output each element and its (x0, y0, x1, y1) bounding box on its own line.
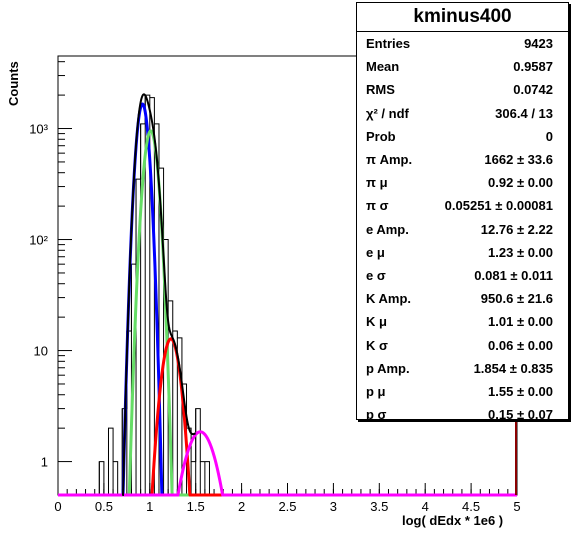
stats-label: Mean (366, 59, 400, 75)
stats-row: p μ 1.55 ± 0.00 (357, 380, 568, 403)
stats-label: e σ (366, 267, 386, 283)
stats-label: K σ (366, 337, 388, 353)
x-tick-label: 4 (422, 499, 429, 514)
histogram-layer (98, 94, 210, 496)
stats-row: Mean 0.9587 (357, 55, 568, 78)
stats-row: K σ 0.06 ± 0.00 (357, 333, 568, 356)
stats-value: 9423 (524, 36, 553, 52)
x-tick-label: 5 (513, 499, 520, 514)
stats-value: 0.15 ± 0.07 (488, 407, 553, 423)
stats-label: χ² / ndf (366, 105, 409, 121)
stats-row: K μ 1.01 ± 0.00 (357, 310, 568, 333)
stats-row: e μ 1.23 ± 0.00 (357, 241, 568, 264)
stats-value: 0.081 ± 0.011 (474, 267, 553, 283)
x-tick-label: 2 (238, 499, 245, 514)
stats-label: e μ (366, 244, 385, 260)
stats-value: 306.4 / 13 (495, 105, 553, 121)
histogram-bins (98, 94, 210, 496)
x-tick-label: 2.5 (278, 499, 296, 514)
stats-row: K Amp. 950.6 ± 21.6 (357, 287, 568, 310)
stats-value: 0 (545, 128, 553, 144)
stats-row: π σ 0.05251 ± 0.00081 (357, 194, 568, 217)
stats-value: 1.55 ± 0.00 (488, 383, 553, 399)
stats-value: 0.9587 (513, 59, 553, 75)
stats-value: 0.92 ± 0.00 (488, 175, 553, 191)
stats-label: π Amp. (366, 152, 413, 168)
stats-value: 0.0742 (513, 82, 553, 98)
stats-label: e Amp. (366, 221, 409, 237)
y-axis-label: Counts (6, 61, 21, 106)
stats-value: 0.06 ± 0.00 (488, 337, 553, 353)
fit-curves-layer (58, 93, 517, 497)
stats-value: 1.854 ± 0.835 (473, 360, 553, 376)
y-tick-labels: 1 10 10² 10³ (29, 122, 48, 470)
stats-row: Entries 9423 (357, 32, 568, 55)
y-tick-label: 1 (41, 455, 48, 470)
y-tick-label: 10³ (29, 122, 48, 137)
stats-value: 0.05251 ± 0.00081 (444, 198, 553, 214)
stats-row: p σ 0.15 ± 0.07 (357, 403, 568, 426)
stats-label: p Amp. (366, 360, 410, 376)
stats-row: p Amp. 1.854 ± 0.835 (357, 357, 568, 380)
x-tick-label: 3.5 (370, 499, 388, 514)
x-tick-labels: 0 0.5 1 1.5 2 2.5 3 3.5 4 4.5 5 (54, 499, 520, 514)
stats-box: kminus400 Entries 9423 Mean 0.9587 RMS 0.0742… (356, 2, 569, 422)
x-tick-label: 4.5 (462, 499, 480, 514)
stats-label: π σ (366, 198, 389, 214)
stats-row: e σ 0.081 ± 0.011 (357, 264, 568, 287)
stats-row: π μ 0.92 ± 0.00 (357, 171, 568, 194)
stats-label: K Amp. (366, 291, 412, 307)
stats-label: Entries (366, 36, 411, 52)
stats-rows: Entries 9423 Mean 0.9587 RMS 0.0742 χ² / ndf 30… (357, 32, 568, 426)
y-tick-label: 10 (34, 344, 48, 359)
stats-title: kminus400 (357, 3, 568, 32)
stats-label: RMS (366, 82, 395, 98)
x-tick-label: 3 (330, 499, 337, 514)
stats-row: RMS 0.0742 (357, 78, 568, 101)
stats-row: Prob 0 (357, 125, 568, 148)
x-tick-label: 0 (54, 499, 61, 514)
stats-label: K μ (366, 314, 387, 330)
stats-value: 950.6 ± 21.6 (480, 291, 553, 307)
y-tick-label: 10² (29, 233, 48, 248)
stats-label: π μ (366, 175, 388, 191)
x-axis-label: log( dEdx * 1e6 ) (402, 513, 504, 528)
x-tick-label: 1.5 (187, 499, 205, 514)
fit-curve-total (121, 93, 196, 496)
x-tick-label: 0.5 (95, 499, 113, 514)
stats-label: p σ (366, 407, 387, 423)
stats-label: p μ (366, 383, 386, 399)
x-tick-label: 1 (146, 499, 153, 514)
fit-curve-p (58, 430, 517, 497)
stats-row: χ² / ndf 306.4 / 13 (357, 102, 568, 125)
stats-label: Prob (366, 128, 396, 144)
stats-value: 1.01 ± 0.00 (488, 314, 553, 330)
stats-value: 1.23 ± 0.00 (488, 244, 553, 260)
stats-row: e Amp. 12.76 ± 2.22 (357, 218, 568, 241)
stats-value: 12.76 ± 2.22 (480, 221, 553, 237)
stats-row: π Amp. 1662 ± 33.6 (357, 148, 568, 171)
stats-value: 1662 ± 33.6 (484, 152, 553, 168)
